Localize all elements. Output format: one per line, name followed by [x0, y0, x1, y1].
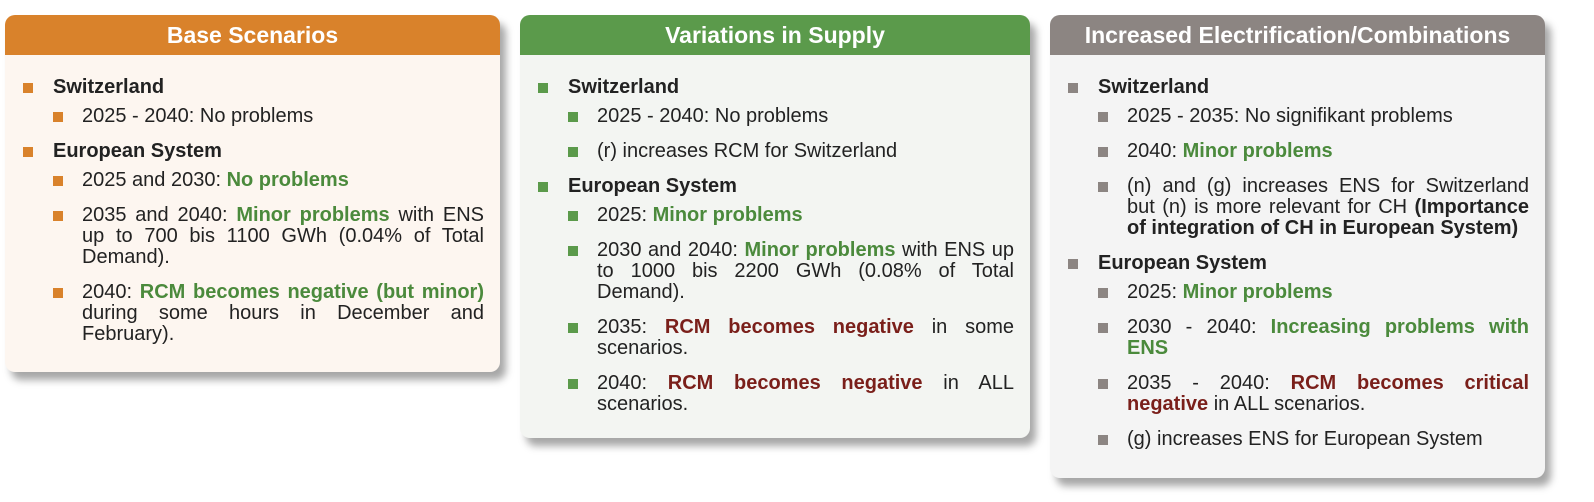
text-run: Minor problems: [1182, 281, 1333, 303]
text-run: 2025:: [597, 204, 653, 226]
text-run: 2025:: [1127, 281, 1183, 303]
bullet-item: 2030 and 2040: Minor problems with ENS u…: [534, 240, 1014, 303]
panel: Base Scenarios Switzerland 2025 - 2040: No…: [5, 15, 500, 372]
bullet-item: (r) increases RCM for Switzerland: [534, 141, 1014, 162]
text-run: RCM becomes critical negative: [1127, 372, 1529, 415]
panel-body: Switzerland 2025 - 2040: No problems Europ…: [5, 55, 500, 372]
panel-title: Variations in Supply: [520, 15, 1030, 55]
text-run: 2030 - 2040:: [1127, 316, 1271, 338]
text-run: 2040:: [82, 281, 140, 303]
text-run: Minor problems: [652, 204, 803, 226]
bullet-item: 2025 - 2040: No problems: [534, 106, 1014, 127]
text-run: in some scenarios.: [597, 316, 1015, 359]
bullet-item: 2025: Minor problems: [1064, 282, 1529, 303]
bullet-item: 2025 - 2040: No problems: [19, 106, 484, 127]
group-label: European System: [19, 141, 484, 162]
bullet-item: 2040: RCM becomes negative (but minor) d…: [19, 282, 484, 345]
text-run: 2025 and 2030:: [82, 169, 227, 191]
text-run: with ENS up to 700 bis 1100 GWh (0.04% o…: [82, 204, 484, 268]
bullet-item: 2035: RCM becomes negative in some scena…: [534, 317, 1014, 359]
text-run: 2035 and 2040:: [82, 204, 237, 226]
group-label: Switzerland: [1064, 77, 1529, 98]
bullet-item: (n) and (g) increases ENS for Switzerlan…: [1064, 176, 1529, 239]
group-label: Switzerland: [19, 77, 484, 98]
text-run: 2025 - 2040: No problems: [82, 105, 314, 127]
bullet-item: (g) increases ENS for European System: [1064, 429, 1529, 450]
panel-title: Increased Electrification/Combinations: [1050, 15, 1545, 55]
panel-title: Base Scenarios: [5, 15, 500, 55]
text-run: 2040:: [597, 372, 668, 394]
bullet-item: 2030 - 2040: Increasing problems with EN…: [1064, 317, 1529, 359]
text-run: during some hours in December and Februa…: [82, 302, 484, 345]
text-run: RCM becomes negative: [667, 372, 923, 394]
group-label: European System: [534, 176, 1014, 197]
panel: Increased Electrification/Combinations Sw…: [1050, 15, 1545, 478]
bullet-item: 2025: Minor problems: [534, 205, 1014, 226]
text-run: in ALL scenarios.: [1208, 393, 1366, 415]
bullet-item: 2025 - 2035: No signifikant problems: [1064, 106, 1529, 127]
panel-body: Switzerland 2025 - 2035: No signifikant p…: [1050, 55, 1545, 478]
panel-body: Switzerland 2025 - 2040: No problems (r) i…: [520, 55, 1030, 438]
text-run: (g) increases ENS for European System: [1127, 428, 1483, 450]
text-run: with ENS up to 1000 bis 2200 GWh (0.08% …: [597, 239, 1014, 303]
text-run: RCM becomes negative (but minor): [139, 281, 484, 303]
text-run: (n) and (g) increases ENS for Switzerlan…: [1127, 175, 1529, 218]
text-run: No problems: [226, 169, 349, 191]
text-run: 2025 - 2040: No problems: [597, 105, 829, 127]
text-run: (r) increases RCM for Switzerland: [597, 140, 898, 162]
panel: Variations in Supply Switzerland 2025 - 20…: [520, 15, 1030, 438]
text-run: in ALL scenarios.: [597, 372, 1014, 415]
text-run: 2040:: [1127, 140, 1183, 162]
text-run: 2030 and 2040:: [597, 239, 745, 261]
text-run: Minor problems: [744, 239, 896, 261]
bullet-item: 2035 - 2040: RCM becomes critical negati…: [1064, 373, 1529, 415]
text-run: Increasing problems with ENS: [1127, 316, 1529, 359]
group-label: Switzerland: [534, 77, 1014, 98]
bullet-item: 2025 and 2030: No problems: [19, 170, 484, 191]
bullet-item: 2040: RCM becomes negative in ALL scenar…: [534, 373, 1014, 415]
text-run: 2035:: [597, 316, 665, 338]
text-run: 2025 - 2035: No signifikant problems: [1127, 105, 1453, 127]
bullet-item: 2040: Minor problems: [1064, 141, 1529, 162]
text-run: RCM becomes negative: [664, 316, 914, 338]
text-run: Minor problems: [1182, 140, 1333, 162]
bullet-item: 2035 and 2040: Minor problems with ENS u…: [19, 205, 484, 268]
text-run: 2035 - 2040:: [1127, 372, 1291, 394]
group-label: European System: [1064, 253, 1529, 274]
text-run: (Importance of integration of CH in Euro…: [1127, 196, 1529, 239]
text-run: Minor problems: [236, 204, 390, 226]
